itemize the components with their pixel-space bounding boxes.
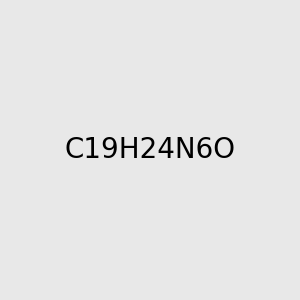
Text: C19H24N6O: C19H24N6O: [64, 136, 236, 164]
